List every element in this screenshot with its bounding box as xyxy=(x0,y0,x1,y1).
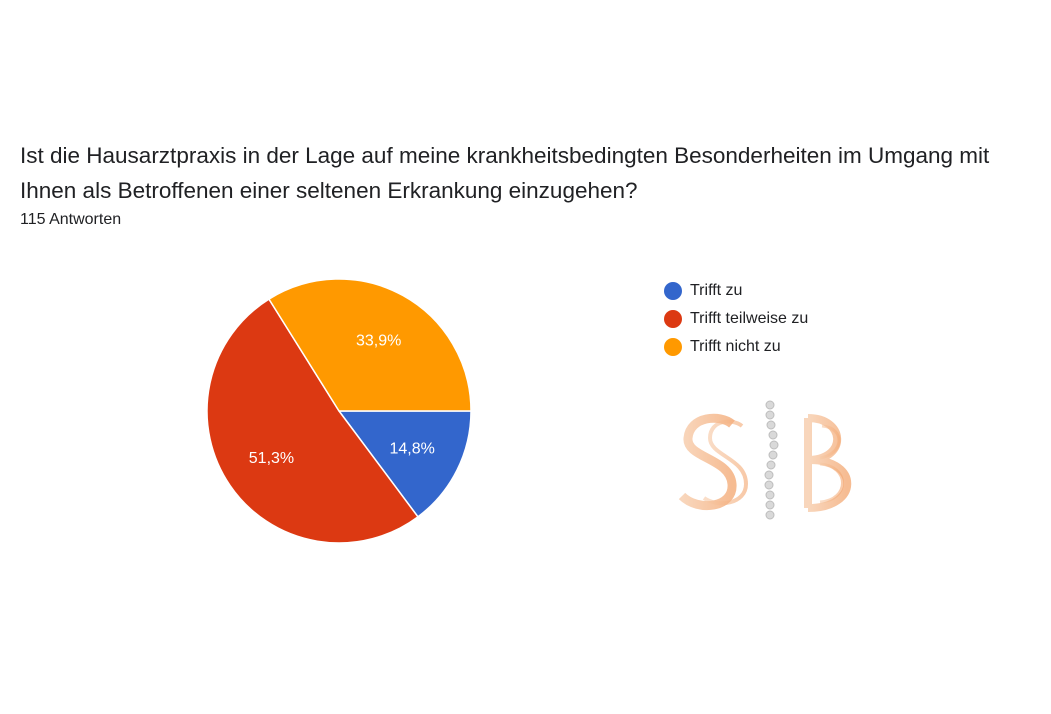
legend-swatch xyxy=(664,338,682,356)
slice-label: 33,9% xyxy=(356,332,401,349)
pie-slice xyxy=(267,278,472,412)
legend-item: Trifft nicht zu xyxy=(664,333,808,361)
chart-title: Ist die Hausarztpraxis in der Lage auf m… xyxy=(20,143,990,203)
slice-label: 51,3% xyxy=(249,450,294,467)
legend-label: Trifft zu xyxy=(690,282,743,299)
pie-slice xyxy=(206,298,419,544)
legend-label: Trifft nicht zu xyxy=(690,338,781,355)
response-count: 115 Antworten xyxy=(20,211,122,228)
legend-item: Trifft teilweise zu xyxy=(664,305,808,333)
legend-swatch xyxy=(664,282,682,300)
legend-swatch xyxy=(664,310,682,328)
legend-label: Trifft teilweise zu xyxy=(690,310,809,327)
sb-logo-icon xyxy=(678,400,852,520)
chart-legend: Trifft zu Trifft teilweise zu Trifft nicht… xyxy=(664,277,808,361)
legend-item: Trifft zu xyxy=(664,277,808,305)
slice-label: 14,8% xyxy=(389,441,434,458)
pie-slice xyxy=(337,410,472,518)
